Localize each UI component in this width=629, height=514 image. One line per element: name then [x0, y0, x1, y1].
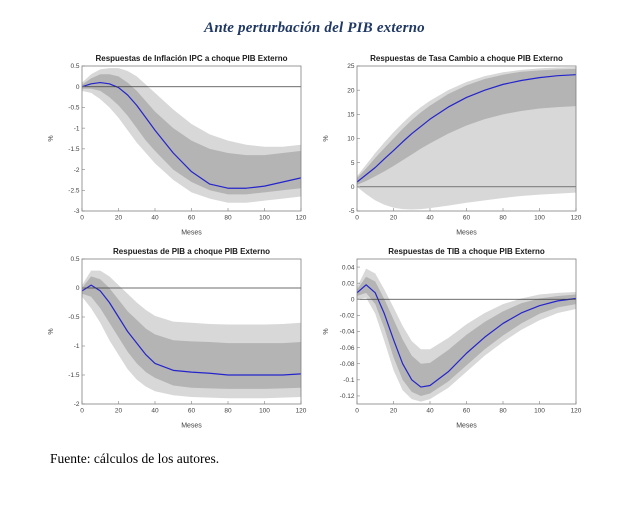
svg-text:-1.5: -1.5: [68, 146, 80, 153]
chart-panel-tib: 0 20 40 60 80 100 120 -0.12 -0.1 -0.08 -0.06 -0.04 -…: [321, 244, 583, 431]
svg-text:5: 5: [351, 160, 355, 167]
svg-text:60: 60: [463, 408, 471, 415]
svg-text:-5: -5: [349, 208, 355, 215]
svg-text:-2: -2: [74, 401, 80, 408]
chart-panel-tasa-cambio: 0 20 40 60 80 100 120 -5 0 5 10 15 20 25 Respuestas de…: [321, 51, 583, 238]
svg-text:60: 60: [463, 215, 471, 222]
svg-text:15: 15: [347, 112, 355, 119]
svg-text:20: 20: [347, 87, 355, 94]
svg-text:Respuestas de Inflación IPC a: Respuestas de Inflación IPC a choque PIB…: [95, 54, 287, 63]
svg-text:100: 100: [534, 408, 545, 415]
svg-text:120: 120: [571, 215, 582, 222]
plot-tib: 0 20 40 60 80 100 120 -0.12 -0.1 -0.08 -0.06 -0.04 -…: [321, 244, 583, 431]
svg-text:80: 80: [499, 408, 507, 415]
svg-text:0: 0: [80, 408, 84, 415]
svg-text:10: 10: [347, 136, 355, 143]
svg-text:Meses: Meses: [456, 230, 477, 237]
svg-text:80: 80: [224, 215, 232, 222]
svg-text:Respuestas de TIB a choque PIB: Respuestas de TIB a choque PIB Externo: [388, 247, 545, 256]
plot-pib: 0 20 40 60 80 100 120 -2 -1.5 -1 -0.5 0 0.5 Respuesta…: [46, 244, 308, 431]
svg-text:100: 100: [259, 215, 270, 222]
svg-text:120: 120: [571, 408, 582, 415]
chart-panel-inflacion-ipc: 0 20 40 60 80 100 120 -3 -2.5 -2 -1.5 -1 -0.5 0 0.5 Res…: [46, 51, 308, 238]
svg-text:-2: -2: [74, 167, 80, 174]
svg-text:0.5: 0.5: [70, 63, 79, 70]
figure-title: Ante perturbación del PIB externo: [204, 20, 425, 36]
svg-text:0: 0: [80, 215, 84, 222]
svg-text:-1: -1: [74, 343, 80, 350]
svg-text:-0.04: -0.04: [340, 329, 355, 336]
svg-text:-0.5: -0.5: [68, 105, 80, 112]
svg-text:80: 80: [499, 215, 507, 222]
svg-text:-0.12: -0.12: [340, 393, 355, 400]
svg-text:25: 25: [347, 63, 355, 70]
svg-text:20: 20: [390, 408, 398, 415]
charts-grid: 0 20 40 60 80 100 120 -3 -2.5 -2 -1.5 -1 -0.5 0 0.5 Res…: [0, 51, 629, 431]
svg-text:-3: -3: [74, 208, 80, 215]
svg-text:40: 40: [151, 215, 159, 222]
svg-text:40: 40: [426, 408, 434, 415]
svg-text:%: %: [323, 328, 330, 334]
plot-inflacion-ipc: 0 20 40 60 80 100 120 -3 -2.5 -2 -1.5 -1 -0.5 0 0.5 Res…: [46, 51, 308, 238]
svg-text:-2.5: -2.5: [68, 187, 80, 194]
svg-text:Meses: Meses: [181, 230, 202, 237]
svg-text:-0.08: -0.08: [340, 361, 355, 368]
svg-text:%: %: [48, 328, 55, 334]
svg-text:120: 120: [296, 408, 307, 415]
svg-text:0: 0: [351, 296, 355, 303]
svg-text:0.04: 0.04: [342, 264, 355, 271]
svg-text:%: %: [323, 135, 330, 141]
svg-text:60: 60: [188, 215, 196, 222]
svg-text:-1: -1: [74, 125, 80, 132]
chart-panel-pib: 0 20 40 60 80 100 120 -2 -1.5 -1 -0.5 0 0.5 Respuesta…: [46, 244, 308, 431]
svg-text:-0.02: -0.02: [340, 313, 355, 320]
svg-text:100: 100: [259, 408, 270, 415]
svg-text:120: 120: [296, 215, 307, 222]
svg-text:0.02: 0.02: [342, 280, 355, 287]
svg-text:0: 0: [76, 84, 80, 91]
svg-text:0: 0: [355, 215, 359, 222]
svg-text:0: 0: [355, 408, 359, 415]
svg-text:Respuestas de PIB a choque PIB: Respuestas de PIB a choque PIB Externo: [113, 247, 270, 256]
svg-text:-1.5: -1.5: [68, 372, 80, 379]
source-note: Fuente: cálculos de los autores.: [50, 451, 220, 466]
svg-text:60: 60: [188, 408, 196, 415]
svg-text:40: 40: [151, 408, 159, 415]
svg-text:0: 0: [76, 285, 80, 292]
svg-text:%: %: [48, 135, 55, 141]
svg-text:20: 20: [115, 215, 123, 222]
svg-text:-0.1: -0.1: [343, 377, 355, 384]
svg-text:-0.06: -0.06: [340, 345, 355, 352]
svg-text:-0.5: -0.5: [68, 314, 80, 321]
svg-text:80: 80: [224, 408, 232, 415]
svg-text:0.5: 0.5: [70, 256, 79, 263]
svg-text:20: 20: [390, 215, 398, 222]
svg-text:Meses: Meses: [181, 423, 202, 430]
svg-text:Respuestas de Tasa Cambio a ch: Respuestas de Tasa Cambio a choque PIB E…: [370, 54, 563, 63]
svg-text:100: 100: [534, 215, 545, 222]
svg-text:0: 0: [351, 184, 355, 191]
svg-text:20: 20: [115, 408, 123, 415]
svg-text:40: 40: [426, 215, 434, 222]
svg-text:Meses: Meses: [456, 423, 477, 430]
